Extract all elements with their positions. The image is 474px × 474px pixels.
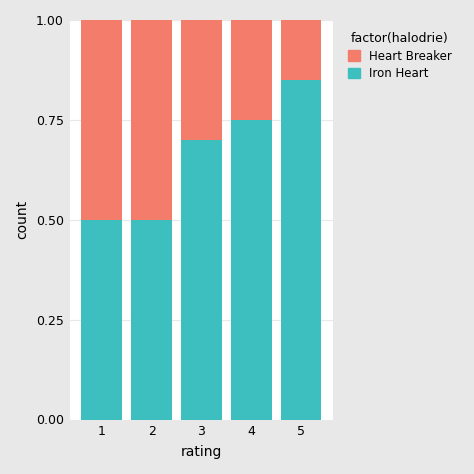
Bar: [281, 20, 321, 80]
Bar: [131, 220, 172, 419]
X-axis label: rating: rating: [181, 445, 222, 459]
Legend: Heart Breaker, Iron Heart: Heart Breaker, Iron Heart: [342, 26, 458, 86]
Bar: [181, 140, 222, 419]
Bar: [82, 220, 122, 419]
Bar: [181, 20, 222, 140]
Bar: [231, 120, 272, 419]
Bar: [281, 80, 321, 419]
Y-axis label: count: count: [15, 200, 29, 239]
Bar: [82, 20, 122, 220]
Bar: [231, 20, 272, 120]
Bar: [131, 20, 172, 220]
